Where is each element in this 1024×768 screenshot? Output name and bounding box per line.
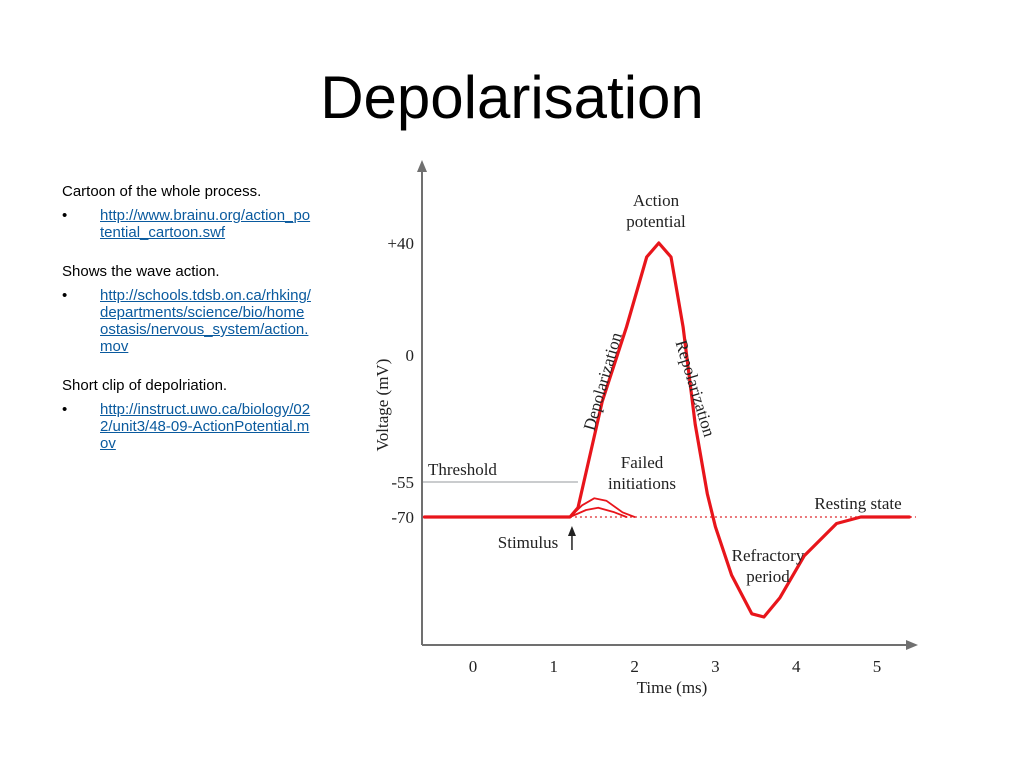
- x-tick-label: 3: [711, 657, 720, 676]
- x-tick-label: 2: [630, 657, 639, 676]
- x-axis-arrow-icon: [906, 640, 918, 650]
- stimulus-arrow-icon: [567, 526, 576, 536]
- refractory-period-label: period: [746, 567, 790, 586]
- list-item: • http://www.brainu.org/action_potential…: [62, 207, 312, 241]
- section-wave: Shows the wave action. • http://schools.…: [62, 263, 312, 355]
- bullet-icon: •: [62, 401, 68, 418]
- x-tick-label: 0: [469, 657, 478, 676]
- y-tick-label: 0: [406, 346, 415, 365]
- slide-title: Depolarisation: [320, 64, 704, 131]
- y-axis-arrow-icon: [417, 160, 427, 172]
- x-axis-label: Time (ms): [637, 678, 708, 697]
- clip-link[interactable]: http://instruct.uwo.ca/biology/022/unit3…: [100, 401, 311, 452]
- y-tick-label: -55: [391, 473, 414, 492]
- action-potential-curve: [422, 241, 911, 619]
- bullet-icon: •: [62, 207, 68, 224]
- x-tick-label: 1: [550, 657, 559, 676]
- failed-initiations-label: Failed: [621, 453, 664, 472]
- action-potential-label: potential: [626, 212, 686, 231]
- list-item: • http://schools.tdsb.on.ca/rhking/depar…: [62, 287, 312, 355]
- failed-initiation-curve: [569, 497, 636, 518]
- section-heading: Cartoon of the whole process.: [62, 183, 262, 200]
- x-tick-label: 5: [873, 657, 882, 676]
- section-cartoon: Cartoon of the whole process. • http://w…: [62, 183, 312, 241]
- resting-state-label: Resting state: [814, 494, 901, 513]
- y-tick-label: +40: [387, 234, 414, 253]
- list-item: • http://instruct.uwo.ca/biology/022/uni…: [62, 401, 312, 452]
- section-heading: Shows the wave action.: [62, 263, 220, 280]
- refractory-period-label: Refractory: [732, 546, 805, 565]
- section-heading: Short clip of depolriation.: [62, 377, 228, 394]
- stimulus-label: Stimulus: [498, 533, 558, 552]
- bullet-icon: •: [62, 287, 68, 304]
- failed-initiations-label: initiations: [608, 474, 676, 493]
- depolarization-label: Depolarization: [580, 330, 626, 433]
- link-list: Cartoon of the whole process. • http://w…: [62, 183, 312, 474]
- failed-initiation-curve: [569, 506, 628, 518]
- cartoon-link[interactable]: http://www.brainu.org/action_potential_c…: [100, 207, 311, 241]
- threshold-label: Threshold: [428, 460, 497, 479]
- section-clip: Short clip of depolriation. • http://ins…: [62, 377, 312, 452]
- wave-action-link[interactable]: http://schools.tdsb.on.ca/rhking/departm…: [100, 287, 311, 355]
- x-tick-label: 4: [792, 657, 801, 676]
- action-potential-label: Action: [633, 191, 680, 210]
- y-tick-label: -70: [391, 508, 414, 527]
- y-axis-label: Voltage (mV): [373, 359, 392, 452]
